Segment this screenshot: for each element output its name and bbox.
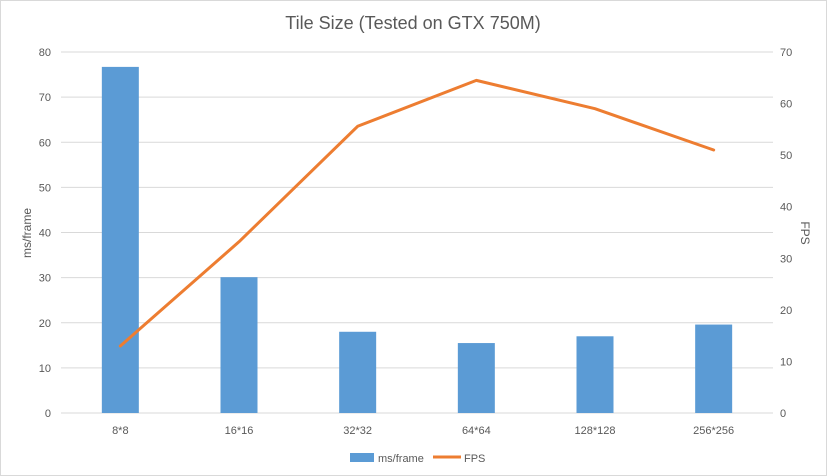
right-axis-tick-label: 0	[780, 408, 786, 420]
left-axis-tick-label: 20	[39, 318, 51, 330]
left-axis-tick-label: 50	[39, 182, 51, 194]
right-axis-tick-label: 30	[780, 253, 792, 265]
left-axis-label: ms/frame	[20, 208, 34, 258]
category-tick-label: 256*256	[693, 425, 734, 437]
bar	[457, 343, 495, 413]
bar	[101, 66, 139, 414]
category-tick-label: 8*8	[112, 425, 129, 437]
right-axis-label: FPS	[798, 221, 812, 244]
left-axis-tick-label: 40	[39, 228, 51, 240]
left-axis-tick-label: 80	[39, 47, 51, 59]
fps-line	[118, 78, 716, 348]
right-axis-ticks: 0 10 20 30 40 50 60 70	[780, 47, 792, 420]
bar	[220, 277, 258, 413]
legend-swatch-ms-frame	[350, 453, 374, 462]
right-axis-tick-label: 20	[780, 305, 792, 317]
right-axis-tick-label: 50	[780, 150, 792, 162]
left-axis-tick-label: 70	[39, 92, 51, 104]
category-axis-ticks: 8*8 16*16 32*32 64*64 128*128 256*256	[112, 425, 734, 437]
legend: ms/frame FPS	[350, 453, 485, 465]
right-axis-tick-label: 40	[780, 202, 792, 214]
left-axis-tick-label: 0	[45, 408, 51, 420]
bar-series	[101, 66, 733, 414]
bar	[695, 324, 733, 413]
legend-label-ms-frame: ms/frame	[378, 453, 424, 465]
bar	[339, 331, 377, 413]
line-series	[118, 78, 716, 348]
left-axis-ticks: 0 10 20 30 40 50 60 70 80	[39, 47, 51, 420]
right-axis-tick-label: 70	[780, 47, 792, 59]
category-tick-label: 64*64	[462, 425, 491, 437]
category-tick-label: 16*16	[225, 425, 254, 437]
legend-label-fps: FPS	[464, 453, 485, 465]
right-axis-tick-label: 10	[780, 356, 792, 368]
left-axis-tick-label: 10	[39, 363, 51, 375]
category-tick-label: 32*32	[343, 425, 372, 437]
gridlines	[61, 51, 773, 414]
right-axis-tick-label: 60	[780, 99, 792, 111]
category-tick-label: 128*128	[575, 425, 616, 437]
left-axis-tick-label: 30	[39, 273, 51, 285]
left-axis-tick-label: 60	[39, 137, 51, 149]
bar	[576, 336, 614, 413]
chart-title: Tile Size (Tested on GTX 750M)	[285, 13, 540, 33]
